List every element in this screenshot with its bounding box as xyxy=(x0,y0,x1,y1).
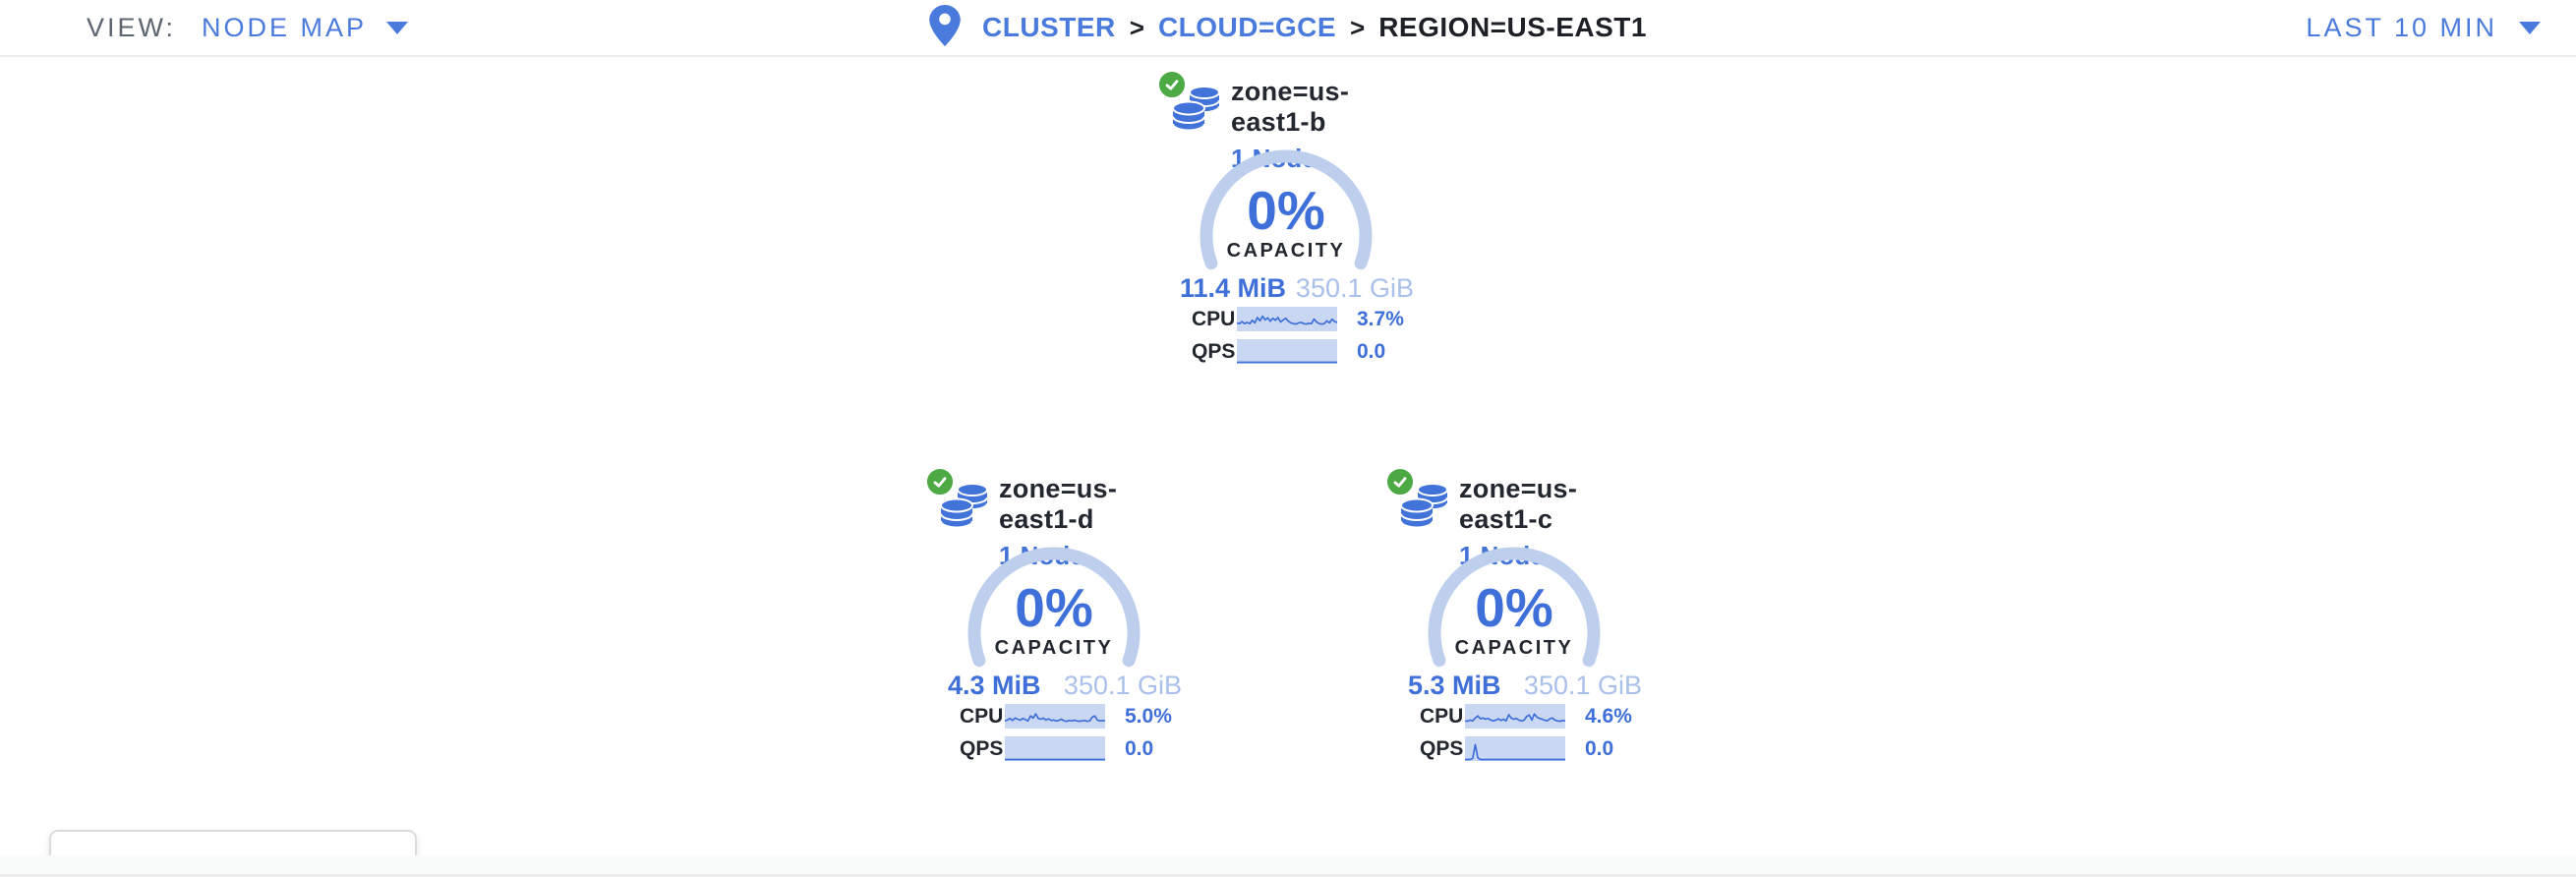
node-map-canvas: zone=us-east1-b 1 Node 0% CAPACITY 11.4 … xyxy=(0,59,2576,877)
qps-label: QPS xyxy=(1420,736,1464,760)
qps-value: 0.0 xyxy=(1585,736,1614,760)
zone-card-us-east1-d[interactable]: zone=us-east1-d 1 Node 0% CAPACITY 4.3 M… xyxy=(924,460,1190,767)
cpu-metric-row: CPU 5.0% xyxy=(960,704,1172,729)
chevron-down-icon xyxy=(386,21,409,34)
capacity-label: CAPACITY xyxy=(1226,240,1346,262)
capacity-gauge: 0% CAPACITY xyxy=(1198,147,1375,277)
capacity-gauge: 0% CAPACITY xyxy=(966,545,1142,674)
capacity-values: 11.4 MiB 350.1 GiB xyxy=(1180,273,1414,304)
cpu-label: CPU xyxy=(960,704,1004,728)
zone-card-titles: zone=us-east1-c 1 Node xyxy=(1459,474,1650,571)
breadcrumb-separator: > xyxy=(1129,12,1144,42)
database-stack-icon xyxy=(1400,483,1448,529)
breadcrumb-cluster[interactable]: CLUSTER xyxy=(982,12,1116,42)
qps-sparkline xyxy=(1005,736,1105,761)
cpu-sparkline xyxy=(1005,704,1105,729)
healthy-check-icon xyxy=(924,466,956,497)
cpu-label: CPU xyxy=(1192,307,1236,330)
database-stack-icon xyxy=(1172,86,1220,132)
capacity-percent: 0% xyxy=(1475,577,1553,638)
cpu-value: 5.0% xyxy=(1125,704,1172,728)
capacity-percent: 0% xyxy=(1015,577,1093,638)
breadcrumb-cloud-gce[interactable]: CLOUD=GCE xyxy=(1157,12,1337,42)
cpu-label: CPU xyxy=(1420,704,1464,728)
cpu-metric-row: CPU 3.7% xyxy=(1192,307,1404,331)
capacity-label: CAPACITY xyxy=(994,637,1114,659)
zone-card-us-east1-b[interactable]: zone=us-east1-b 1 Node 0% CAPACITY 11.4 … xyxy=(1156,63,1422,370)
view-selector[interactable]: VIEW: NODE MAP xyxy=(87,0,409,55)
capacity-used: 5.3 MiB xyxy=(1408,671,1501,700)
location-pin-icon xyxy=(929,5,961,46)
cpu-metric-row: CPU 4.6% xyxy=(1420,704,1632,729)
capacity-values: 4.3 MiB 350.1 GiB xyxy=(948,671,1182,701)
zone-card-us-east1-c[interactable]: zone=us-east1-c 1 Node 0% CAPACITY 5.3 M… xyxy=(1384,460,1650,767)
view-selector-value[interactable]: NODE MAP xyxy=(202,12,409,43)
cpu-value: 4.6% xyxy=(1585,704,1632,728)
cpu-value: 3.7% xyxy=(1357,307,1404,330)
capacity-used: 11.4 MiB xyxy=(1180,273,1287,303)
capacity-values: 5.3 MiB 350.1 GiB xyxy=(1408,671,1642,701)
top-bar: VIEW: NODE MAP CLUSTER > CLOUD=GCE > REG… xyxy=(0,0,2576,57)
zone-title: zone=us-east1-d xyxy=(999,474,1118,534)
qps-label: QPS xyxy=(960,736,1004,760)
qps-metric-row: QPS 0.0 xyxy=(960,736,1153,761)
time-range-selector[interactable]: LAST 10 MIN xyxy=(2306,0,2541,55)
breadcrumb: CLUSTER > CLOUD=GCE > REGION=US-EAST1 xyxy=(0,0,2576,55)
breadcrumb-separator: > xyxy=(1350,12,1366,42)
chevron-down-icon xyxy=(2519,21,2541,34)
qps-metric-row: QPS 0.0 xyxy=(1192,339,1385,364)
qps-sparkline xyxy=(1237,339,1337,364)
qps-sparkline xyxy=(1465,736,1565,761)
map-bottom-band xyxy=(0,855,2576,877)
breadcrumb-region-us-east1: REGION=US-EAST1 xyxy=(1378,12,1647,42)
capacity-total: 350.1 GiB xyxy=(1063,671,1182,700)
capacity-percent: 0% xyxy=(1247,180,1325,241)
view-selector-label: VIEW: xyxy=(87,12,177,42)
capacity-total: 350.1 GiB xyxy=(1295,273,1414,303)
time-range-value: LAST 10 MIN xyxy=(2306,12,2497,42)
database-stack-icon xyxy=(940,483,988,529)
view-selector-current: NODE MAP xyxy=(202,12,368,42)
healthy-check-icon xyxy=(1384,466,1416,497)
capacity-used: 4.3 MiB xyxy=(948,671,1041,700)
qps-metric-row: QPS 0.0 xyxy=(1420,736,1613,761)
capacity-gauge: 0% CAPACITY xyxy=(1426,545,1603,674)
capacity-label: CAPACITY xyxy=(1454,637,1574,659)
capacity-total: 350.1 GiB xyxy=(1523,671,1642,700)
zone-card-titles: zone=us-east1-b 1 Node xyxy=(1231,77,1422,174)
zone-card-titles: zone=us-east1-d 1 Node xyxy=(999,474,1190,571)
cpu-sparkline xyxy=(1237,307,1337,331)
qps-value: 0.0 xyxy=(1125,736,1154,760)
zone-title: zone=us-east1-b xyxy=(1231,77,1350,137)
zone-title: zone=us-east1-c xyxy=(1459,474,1578,534)
qps-value: 0.0 xyxy=(1357,339,1386,363)
healthy-check-icon xyxy=(1156,69,1188,100)
cpu-sparkline xyxy=(1465,704,1565,729)
qps-label: QPS xyxy=(1192,339,1236,363)
